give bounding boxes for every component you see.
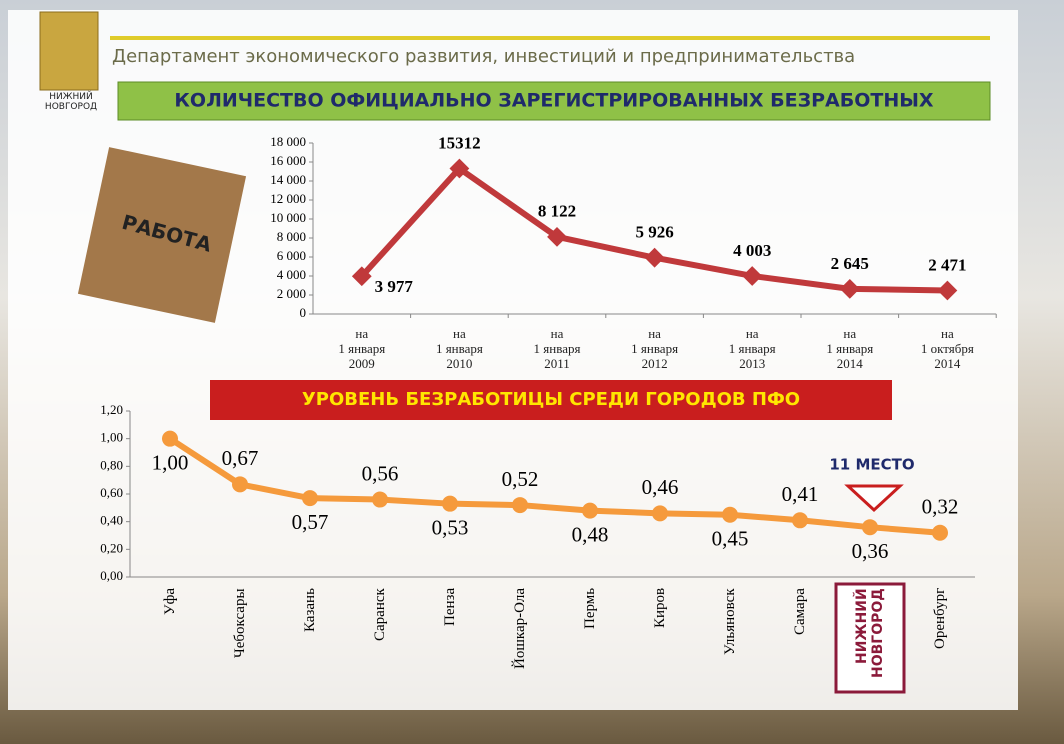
x-tick-label: на 1 октября 2014 — [897, 326, 997, 371]
chart: Департамент экономического развития, инв… — [0, 0, 1064, 744]
x-tick-label: Оренбург — [932, 588, 948, 698]
data-label: 0,67 — [222, 446, 259, 470]
marker — [862, 519, 878, 535]
marker — [162, 431, 178, 447]
x-tick-label: Самара — [792, 588, 808, 698]
data-label: 0,57 — [292, 510, 329, 534]
data-label: 2 645 — [831, 254, 869, 273]
annotation: 11 МЕСТО — [829, 456, 914, 474]
marker — [512, 497, 528, 513]
data-label: 0,52 — [502, 467, 539, 491]
header-title: Департамент экономического развития, инв… — [112, 46, 855, 67]
y-tick-label: 6 000 — [277, 248, 306, 263]
x-tick-label: Пермь — [582, 588, 598, 698]
x-tick-label: на 1 января 2014 — [800, 326, 900, 371]
x-tick-label: Саранск — [372, 588, 388, 698]
data-label: 2 471 — [928, 255, 966, 274]
data-label: 15312 — [438, 133, 481, 152]
y-tick-label: 4 000 — [277, 267, 306, 282]
x-tick-label: Казань — [302, 588, 318, 698]
data-label: 0,46 — [642, 475, 679, 499]
y-tick-label: 0,00 — [100, 568, 123, 583]
data-label: 8 122 — [538, 202, 576, 221]
data-label: 1,00 — [152, 450, 189, 474]
slide: Департамент экономического развития, инв… — [0, 0, 1064, 744]
x-tick-label: на 1 января 2009 — [312, 326, 412, 371]
marker — [932, 525, 948, 541]
marker — [652, 505, 668, 521]
logo-emblem — [40, 12, 98, 90]
y-tick-label: 8 000 — [277, 229, 306, 244]
marker — [742, 266, 762, 286]
line — [170, 439, 940, 533]
y-tick-label: 0,60 — [100, 485, 123, 500]
y-tick-label: 0,80 — [100, 457, 123, 472]
data-label: 5 926 — [635, 223, 673, 242]
data-label: 0,56 — [362, 461, 399, 485]
y-tick-label: 0 — [300, 305, 307, 320]
marker — [938, 281, 958, 301]
y-tick-label: 18 000 — [270, 134, 306, 149]
x-tick-label: на 1 января 2011 — [507, 326, 607, 371]
data-label: 0,36 — [852, 539, 889, 563]
arrow — [848, 486, 900, 510]
x-tick-label: на 1 января 2012 — [605, 326, 705, 371]
x-tick-label: Пенза — [442, 588, 458, 698]
data-label: 0,48 — [572, 522, 609, 546]
x-tick-label: Чебоксары — [232, 588, 248, 698]
marker — [645, 248, 665, 268]
marker — [722, 507, 738, 523]
data-label: 0,45 — [712, 527, 749, 551]
data-label: 4 003 — [733, 241, 771, 260]
x-tick-label: Ульяновск — [722, 588, 738, 698]
marker — [302, 490, 318, 506]
x-tick-label: на 1 января 2013 — [702, 326, 802, 371]
chart-title: УРОВЕНЬ БЕЗРАБОТИЦЫ СРЕДИ ГОРОДОВ ПФО — [302, 389, 800, 410]
y-tick-label: 0,20 — [100, 540, 123, 555]
x-tick-label: НИЖНИЙ НОВГОРОД — [854, 588, 886, 698]
y-tick-label: 10 000 — [270, 210, 306, 225]
data-label: 0,53 — [432, 515, 469, 539]
data-label: 0,32 — [922, 495, 959, 519]
y-tick-label: 0,40 — [100, 513, 123, 528]
chart-title: КОЛИЧЕСТВО ОФИЦИАЛЬНО ЗАРЕГИСТРИРОВАННЫХ… — [174, 90, 934, 112]
marker — [582, 503, 598, 519]
y-tick-label: 1,20 — [100, 402, 123, 417]
marker — [792, 512, 808, 528]
x-tick-label: Киров — [652, 588, 668, 698]
marker — [442, 496, 458, 512]
x-tick-label: на 1 января 2010 — [409, 326, 509, 371]
y-tick-label: 16 000 — [270, 153, 306, 168]
y-tick-label: 2 000 — [277, 286, 306, 301]
y-tick-label: 14 000 — [270, 172, 306, 187]
marker — [232, 476, 248, 492]
marker — [840, 279, 860, 299]
marker — [372, 492, 388, 508]
y-tick-label: 1,00 — [100, 430, 123, 445]
logo-text: НИЖНИЙ НОВГОРОД — [36, 92, 106, 112]
x-tick-label: Уфа — [162, 588, 178, 698]
x-tick-label: Йошкар-Ола — [512, 588, 528, 698]
y-tick-label: 12 000 — [270, 191, 306, 206]
data-label: 3 977 — [375, 277, 414, 296]
data-label: 0,41 — [782, 482, 819, 506]
